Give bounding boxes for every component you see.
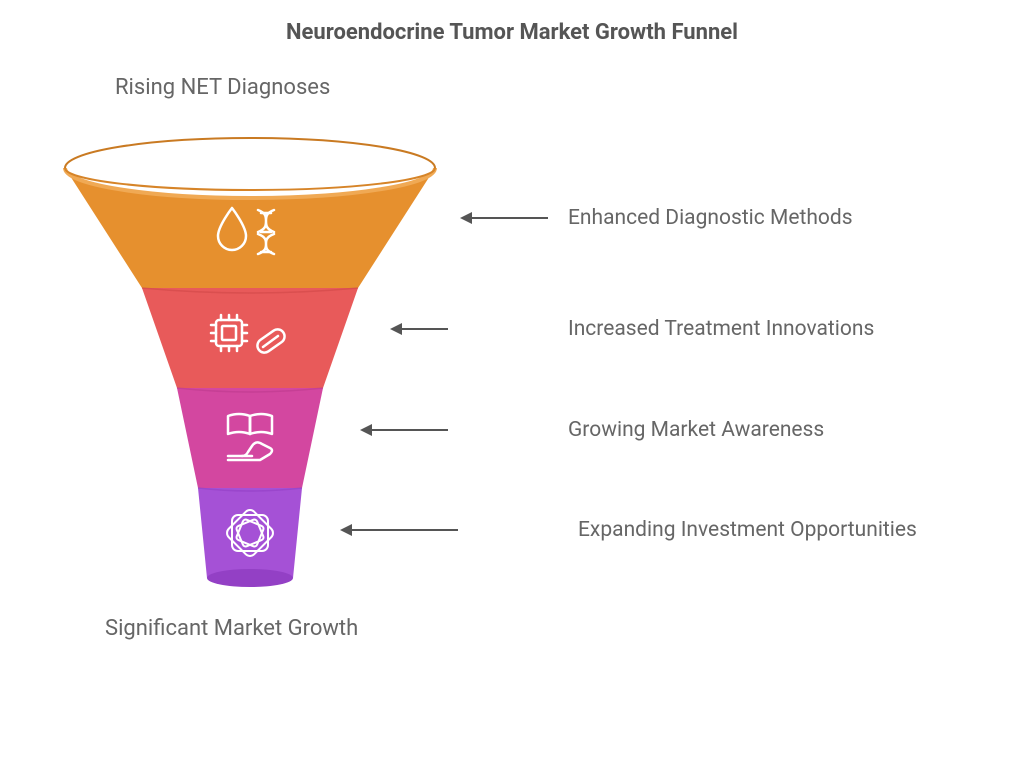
caption-text-1: Enhanced Diagnostic Methods — [568, 204, 853, 232]
caption-row-1: Enhanced Diagnostic Methods — [460, 158, 917, 278]
caption-row-2: Increased Treatment Innovations — [460, 278, 917, 380]
funnel-rim — [65, 138, 435, 168]
caption-row-3: Growing Market Awareness — [460, 380, 917, 480]
funnel-top-label: Rising NET Diagnoses — [115, 75, 984, 100]
funnel-stage-2 — [142, 288, 358, 388]
arrow-icon — [390, 319, 450, 339]
caption-row-4: Expanding Investment Opportunities — [460, 480, 917, 580]
arrow-icon — [360, 420, 450, 440]
caption-text-4: Expanding Investment Opportunities — [578, 516, 917, 544]
caption-text-2: Increased Treatment Innovations — [568, 315, 874, 343]
funnel-bottom — [207, 569, 293, 587]
arrow-icon — [460, 208, 550, 228]
funnel-bottom-label: Significant Market Growth — [105, 616, 984, 641]
funnel-stage-4 — [198, 488, 302, 578]
funnel-stage-3 — [177, 388, 323, 488]
page-title: Neuroendocrine Tumor Market Growth Funne… — [40, 20, 984, 45]
arrow-icon — [340, 520, 460, 540]
captions-column: Enhanced Diagnostic Methods Increased Tr… — [460, 118, 917, 580]
funnel-stage-1 — [65, 168, 435, 288]
caption-text-3: Growing Market Awareness — [568, 416, 824, 444]
funnel-container: Enhanced Diagnostic Methods Increased Tr… — [40, 118, 984, 598]
